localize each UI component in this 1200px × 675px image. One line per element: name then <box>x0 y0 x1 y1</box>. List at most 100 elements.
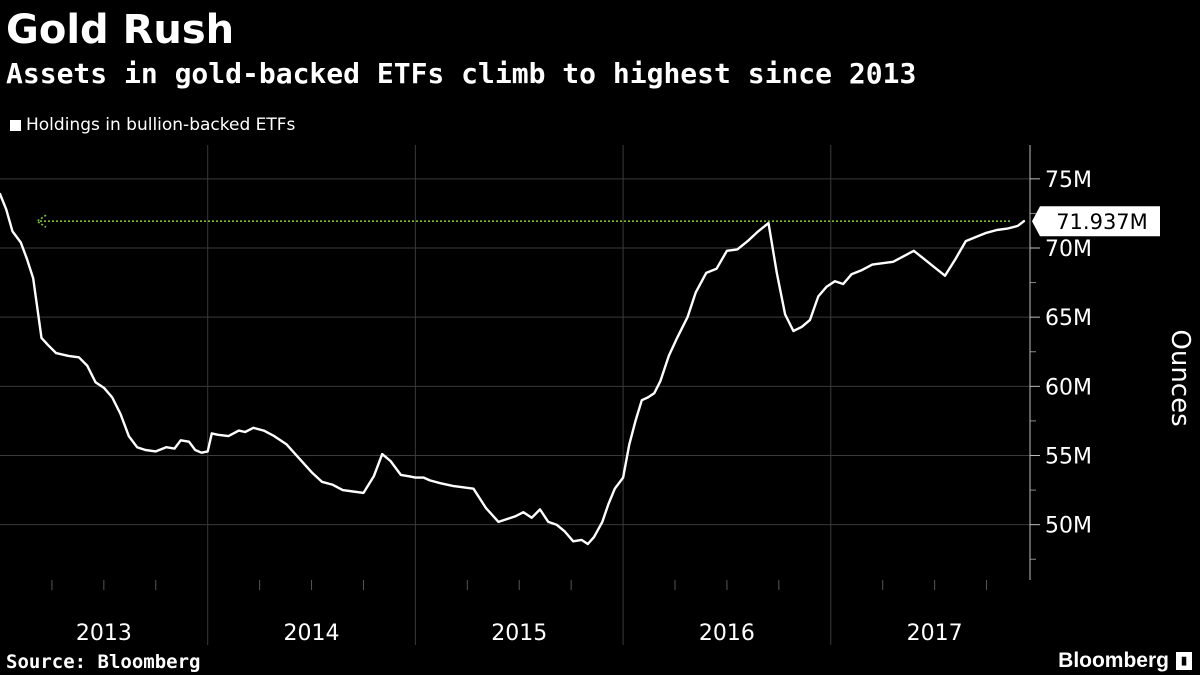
data-point <box>964 240 967 242</box>
data-point <box>505 518 508 521</box>
data-point <box>912 249 915 252</box>
data-point <box>996 229 998 231</box>
data-point <box>923 258 926 260</box>
data-point <box>975 236 978 238</box>
data-point <box>111 396 114 399</box>
data-point <box>165 446 168 449</box>
data-point <box>331 483 334 486</box>
data-point <box>217 433 219 436</box>
x-tick-label: 2016 <box>699 621 755 646</box>
legend-swatch <box>10 119 21 131</box>
source-note: Source: Bloomberg <box>6 651 201 673</box>
data-point <box>547 521 550 523</box>
data-point <box>485 507 487 509</box>
series-group <box>0 192 1026 546</box>
brand-logo: Bloomberg ▮ <box>1058 649 1192 673</box>
data-point <box>1023 220 1025 223</box>
data-point <box>933 266 936 269</box>
data-point <box>32 277 35 280</box>
data-point <box>580 538 583 541</box>
data-point <box>210 432 213 435</box>
x-tick-label: 2014 <box>284 621 340 646</box>
data-point <box>273 435 276 438</box>
y-tick-label: 70M <box>1045 237 1092 262</box>
data-point <box>439 482 442 485</box>
data-point <box>46 343 49 346</box>
last-value-callout <box>1032 206 1160 237</box>
data-point <box>809 319 811 321</box>
data-point <box>352 490 354 493</box>
data-point <box>86 364 89 367</box>
data-point <box>767 222 770 225</box>
data-point <box>321 480 323 483</box>
data-point <box>55 352 57 355</box>
data-point <box>399 473 402 476</box>
data-point <box>1006 227 1009 230</box>
data-point <box>414 476 417 479</box>
data-point <box>522 511 525 514</box>
data-point <box>613 487 616 490</box>
data-point <box>102 386 105 389</box>
data-point <box>389 460 392 462</box>
data-point <box>530 516 533 519</box>
chart-subtitle: Assets in gold-backed ETFs climb to high… <box>6 57 917 90</box>
reference-line-group <box>35 214 1012 228</box>
data-point <box>861 269 863 272</box>
terminal-logo-icon: ▮ <box>1176 652 1192 670</box>
data-point <box>539 508 541 511</box>
data-point <box>640 399 643 402</box>
data-point <box>262 429 265 432</box>
data-point <box>686 316 689 319</box>
last-value-label: 71.937M <box>1056 210 1148 234</box>
data-point <box>194 449 197 451</box>
data-point <box>659 379 662 382</box>
data-point <box>188 440 190 443</box>
data-point <box>5 208 8 211</box>
brand-name: Bloomberg <box>1058 649 1169 672</box>
data-point <box>705 272 708 274</box>
data-point <box>381 453 384 456</box>
data-point <box>726 249 728 252</box>
year-dividers <box>51 145 988 645</box>
data-point <box>825 285 828 288</box>
data-point <box>144 449 147 451</box>
x-axis: 2013 2014 2015 2016 2017 <box>76 621 963 646</box>
data-point <box>775 272 778 274</box>
data-point <box>834 280 836 283</box>
data-point <box>94 381 97 384</box>
data-point <box>954 258 957 260</box>
y-tick-label: 50M <box>1045 514 1092 539</box>
data-point <box>362 491 365 494</box>
data-point <box>173 447 176 450</box>
data-point <box>252 426 255 429</box>
y-tick-label: 55M <box>1045 445 1092 470</box>
data-point <box>422 476 425 479</box>
data-point <box>206 450 209 453</box>
data-point <box>792 330 795 332</box>
data-point <box>514 515 516 518</box>
data-point <box>985 231 988 234</box>
data-point <box>736 248 739 251</box>
data-point <box>784 313 786 316</box>
data-point <box>237 429 240 432</box>
data-point <box>154 450 157 453</box>
data-point <box>497 521 500 523</box>
data-point <box>586 543 589 545</box>
data-point <box>408 475 411 478</box>
data-point <box>472 487 475 490</box>
data-point <box>647 396 649 399</box>
data-point <box>634 420 637 422</box>
data-point <box>555 523 558 526</box>
data-point <box>892 260 894 263</box>
data-point <box>817 295 820 298</box>
y-tick-label: 60M <box>1045 375 1092 400</box>
data-point <box>26 258 28 260</box>
data-point <box>67 355 70 357</box>
data-point <box>564 530 566 533</box>
data-point <box>179 439 182 442</box>
last-value-callout-group: 71.937M <box>1032 206 1160 237</box>
x-tick-label: 2013 <box>76 621 132 646</box>
grid <box>0 178 1030 526</box>
data-point <box>622 476 624 479</box>
